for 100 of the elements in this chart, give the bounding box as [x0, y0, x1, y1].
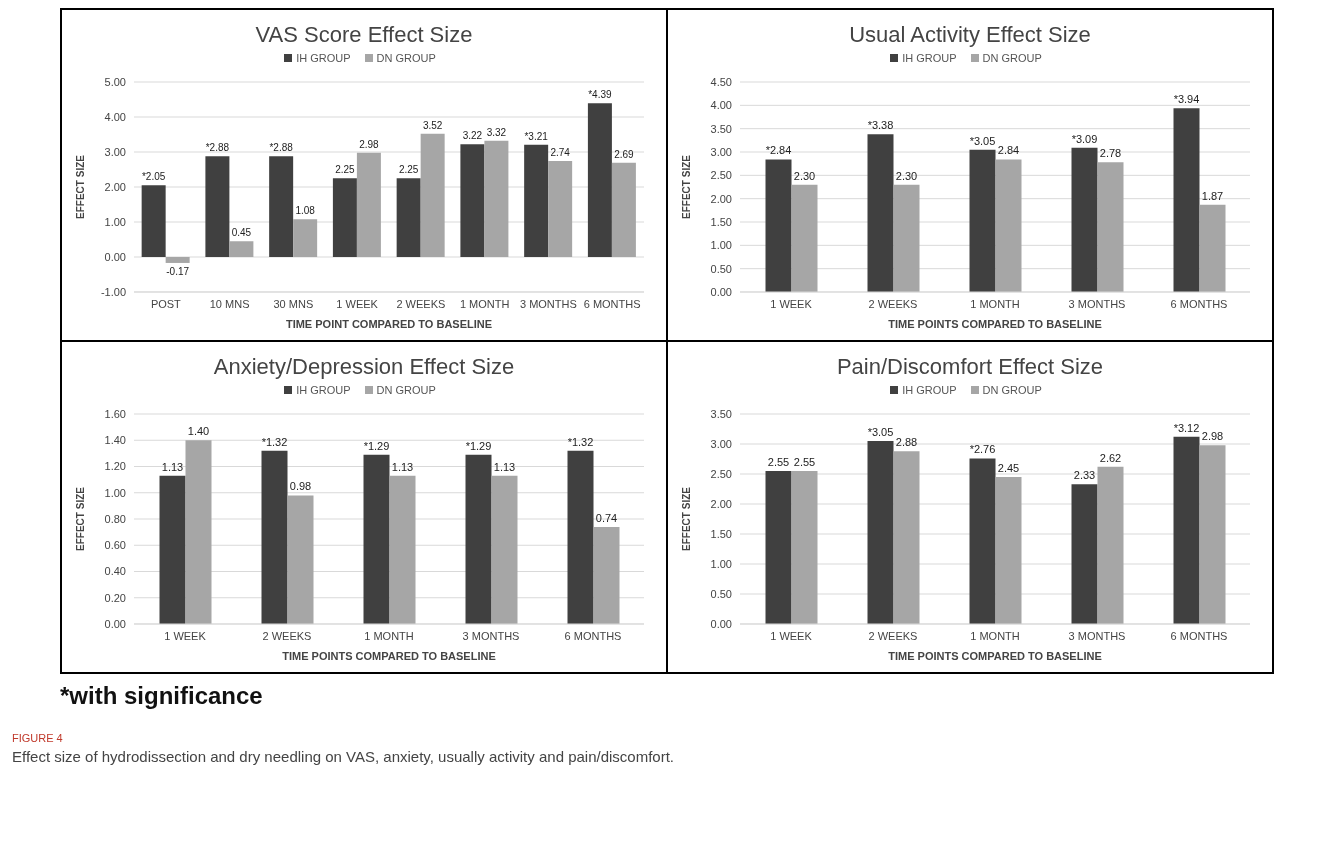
y-tick-label: 0.60 [104, 539, 126, 552]
bar [484, 140, 509, 257]
y-tick-label: 1.00 [710, 557, 732, 570]
y-tick-label: 1.20 [104, 460, 126, 473]
x-tick-label: 3 MONTHS [519, 297, 577, 310]
bar [524, 144, 549, 257]
bar [363, 454, 390, 624]
text: *with significance [60, 682, 264, 710]
y-tick-label: 0.80 [104, 512, 126, 525]
bar [765, 471, 792, 624]
bar [159, 475, 186, 624]
bar [261, 450, 288, 624]
legend-label: IH GROUP [901, 52, 957, 64]
data-label: 3.22 [462, 130, 483, 142]
x-tick-label: 2 WEEKS [262, 629, 312, 642]
x-tick-label: 1 WEEK [770, 297, 813, 310]
y-tick-label: 4.00 [104, 110, 126, 123]
data-label: *3.94 [1173, 93, 1200, 106]
bar [611, 162, 636, 257]
x-tick-label: 3 MONTHS [1068, 629, 1126, 642]
y-axis-title: EFFECT SIZE [680, 154, 692, 219]
bar [1199, 445, 1226, 624]
bar [165, 257, 190, 263]
legend-label: DN GROUP [981, 384, 1042, 396]
chart-title: VAS Score Effect Size [254, 22, 474, 48]
data-label: 0.74 [595, 511, 618, 524]
legend-label: DN GROUP [375, 384, 436, 396]
data-label: 1.40 [187, 425, 210, 438]
bar [332, 178, 357, 257]
text: Effect size of hydrodissection and dry needling on VAS, anxiety, usually activity and pain/discomfort. [12, 748, 676, 765]
x-tick-label: 6 MONTHS [564, 629, 622, 642]
legend-label: DN GROUP [981, 52, 1042, 64]
bar [269, 156, 294, 257]
y-tick-label: 1.00 [710, 239, 732, 252]
y-tick-label: 2.00 [104, 180, 126, 193]
y-tick-label: 4.00 [710, 99, 732, 112]
data-label: *2.76 [969, 443, 996, 456]
bar [567, 450, 594, 624]
x-tick-label: 1 WEEK [336, 297, 379, 310]
bar [765, 159, 792, 292]
x-tick-label: 2 WEEKS [868, 629, 918, 642]
bar [1173, 436, 1200, 624]
bar [396, 178, 421, 257]
data-label: 3.52 [422, 119, 443, 131]
y-tick-label: 2.00 [710, 497, 732, 510]
y-tick-label: -1.00 [100, 285, 126, 298]
data-label: 2.33 [1073, 469, 1096, 482]
data-label: 2.98 [359, 138, 380, 150]
bar [420, 133, 445, 257]
bar [460, 144, 485, 257]
bar [867, 134, 894, 292]
x-tick-label: 2 WEEKS [396, 297, 446, 310]
data-label: 2.30 [793, 169, 816, 182]
data-label: *2.88 [269, 142, 294, 154]
data-label: *1.32 [261, 435, 288, 448]
bar [969, 458, 996, 624]
x-axis-title: TIME POINTS COMPARED TO BASELINE [282, 650, 496, 662]
y-tick-label: 2.50 [710, 467, 732, 480]
data-label: 0.45 [231, 227, 252, 239]
bar [389, 475, 416, 624]
x-tick-label: 2 WEEKS [868, 297, 918, 310]
y-tick-label: 3.00 [710, 145, 732, 158]
y-tick-label: 2.50 [710, 169, 732, 182]
x-tick-label: 1 WEEK [164, 629, 207, 642]
bar [969, 149, 996, 292]
chart-title: Usual Activity Effect Size [848, 22, 1092, 48]
data-label: *4.39 [588, 89, 613, 101]
y-tick-label: 4.50 [710, 75, 732, 88]
x-tick-label: 6 MONTHS [583, 297, 641, 310]
data-label: *1.32 [567, 435, 594, 448]
data-label: *3.21 [524, 130, 549, 142]
y-tick-label: 2.00 [710, 192, 732, 205]
data-label: 2.25 [335, 164, 356, 176]
bar [356, 152, 381, 257]
caption: FIGURE 4 [12, 732, 64, 744]
data-label: *3.38 [867, 119, 894, 132]
data-label: 2.84 [997, 144, 1020, 157]
bar [1199, 204, 1226, 292]
data-label: *2.88 [205, 142, 230, 154]
data-label: 2.98 [1201, 430, 1224, 443]
bar [287, 495, 314, 624]
data-label: *1.29 [363, 439, 390, 452]
bar [491, 475, 518, 624]
data-label: 2.55 [793, 456, 816, 468]
x-axis-title: TIME POINT COMPARED TO BASELINE [285, 318, 493, 330]
data-label: 2.45 [997, 462, 1020, 474]
chart-title: Pain/Discomfort Effect Size [835, 354, 1105, 380]
y-tick-label: 3.50 [710, 122, 732, 135]
x-tick-label: 6 MONTHS [1170, 297, 1228, 310]
bar [548, 161, 573, 257]
chart-title: Anxiety/Depression Effect Size [212, 354, 516, 380]
bar [1097, 162, 1124, 292]
data-label: 0.98 [289, 480, 312, 493]
bar [1173, 108, 1200, 292]
y-axis-title: EFFECT SIZE [74, 154, 86, 219]
data-label: 2.78 [1099, 147, 1122, 160]
data-label: *3.05 [867, 426, 894, 438]
y-tick-label: 1.60 [104, 407, 126, 420]
y-tick-label: 0.40 [104, 565, 126, 578]
data-label: 1.13 [493, 460, 516, 473]
